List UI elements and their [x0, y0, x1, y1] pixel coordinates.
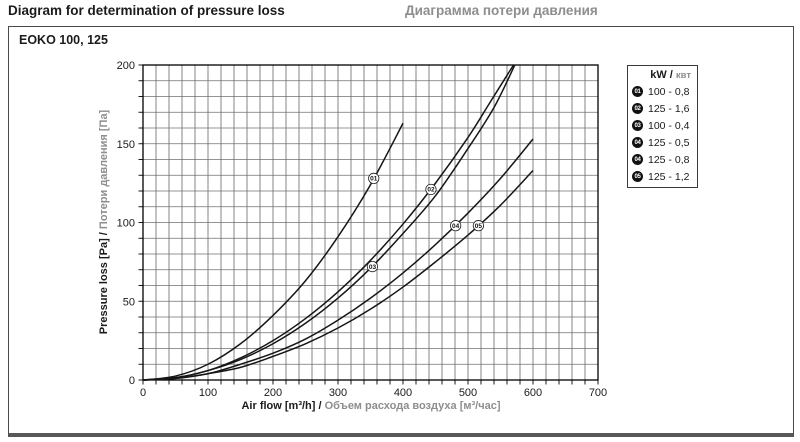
legend-marker-icon: 04 — [632, 154, 643, 165]
y-axis-label-en: Pressure loss [Pa] — [98, 238, 110, 335]
legend-entry-01: 01 100 - 0,8 — [632, 83, 693, 100]
legend-entry-label: 100 - 0,4 — [648, 119, 690, 132]
legend-marker-icon: 01 — [632, 86, 643, 97]
legend-entry-label: 125 - 0,5 — [648, 136, 690, 149]
x-axis-label: Air flow [m³/h] / Объем расхода воздуха … — [171, 400, 571, 412]
y-axis-label-ru: Потери давления [Па] — [98, 109, 110, 230]
legend-marker-icon: 03 — [632, 120, 643, 131]
legend-entry-04: 04 125 - 0,5 — [632, 134, 693, 151]
svg-text:05: 05 — [475, 223, 483, 230]
x-tick-label: 300 — [329, 387, 347, 399]
legend-rows: 01 100 - 0,8 02 125 - 1,6 03 100 - 0,4 04 125 -… — [632, 83, 693, 185]
legend-entry-03: 03 100 - 0,4 — [632, 117, 693, 134]
x-tick-label: 100 — [199, 387, 217, 399]
x-tick-label: 200 — [264, 387, 282, 399]
page-title-ru: Диаграмма потери давления — [405, 3, 598, 18]
legend-entry-05: 05 125 - 1,2 — [632, 168, 693, 185]
legend-header-en: kW — [650, 69, 667, 81]
x-tick-label: 400 — [394, 387, 412, 399]
legend-marker-icon: 02 — [632, 103, 643, 114]
chart-legend: kW / квт 01 100 - 0,8 02 125 - 1,6 03 100 - 0… — [627, 65, 698, 188]
axis-tick-marks — [138, 64, 599, 385]
x-tick-label: 600 — [524, 387, 542, 399]
legend-entry-04: 04 125 - 0,8 — [632, 151, 693, 168]
chart-border — [142, 64, 599, 381]
x-tick-label: 500 — [459, 387, 477, 399]
y-tick-label: 100 — [117, 218, 135, 230]
curve-marker-02: 02 — [425, 183, 437, 196]
y-axis-label-sep: / — [98, 229, 110, 239]
x-axis-label-sep: / — [315, 400, 325, 412]
curve-marker-01: 01 — [368, 172, 380, 184]
curve-01 — [142, 122, 404, 381]
curve-05 — [142, 170, 534, 381]
model-label: EOKO 100, 125 — [19, 33, 108, 47]
x-tick-label: 700 — [589, 387, 607, 399]
svg-text:01: 01 — [370, 176, 378, 183]
svg-text:03: 03 — [369, 264, 377, 271]
y-tick-label: 0 — [129, 375, 135, 387]
y-tick-label: 200 — [117, 60, 135, 72]
svg-text:02: 02 — [427, 187, 435, 194]
legend-entry-label: 125 - 1,6 — [648, 102, 690, 115]
y-axis-label: Pressure loss [Pa] / Потери давления [Па… — [98, 72, 112, 372]
y-tick-label: 150 — [117, 139, 135, 151]
legend-header-ru: квт — [675, 70, 691, 81]
diagram-frame: EOKO 100, 125 0 100 200 300 400 500 600 700 0 50 1… — [8, 26, 794, 437]
svg-text:04: 04 — [452, 223, 460, 230]
x-axis-label-ru: Объем расхода воздуха [м³/час] — [324, 400, 501, 412]
x-axis-label-en: Air flow [m³/h] — [241, 400, 316, 412]
legend-marker-icon: 05 — [632, 171, 643, 182]
legend-entry-label: 125 - 0,8 — [648, 153, 690, 166]
legend-entry-label: 100 - 0,8 — [648, 85, 690, 98]
legend-marker-icon: 04 — [632, 137, 643, 148]
legend-header-sep: / — [666, 69, 676, 81]
curve-marker-04: 04 — [450, 220, 462, 232]
curve-marker-03: 03 — [366, 261, 379, 273]
legend-entry-02: 02 125 - 1,6 — [632, 100, 693, 117]
legend-entry-label: 125 - 1,2 — [648, 170, 690, 183]
curve-marker-05: 05 — [472, 220, 484, 232]
x-tick-label: 0 — [140, 387, 146, 399]
page-title-en: Diagram for determination of pressure lo… — [8, 3, 285, 18]
y-tick-label: 50 — [123, 296, 135, 308]
chart-grid — [142, 64, 599, 381]
legend-header: kW / квт — [632, 68, 693, 83]
curve-03 — [142, 64, 516, 381]
pressure-loss-chart: 0 100 200 300 400 500 600 700050100150200010203… — [117, 60, 608, 399]
